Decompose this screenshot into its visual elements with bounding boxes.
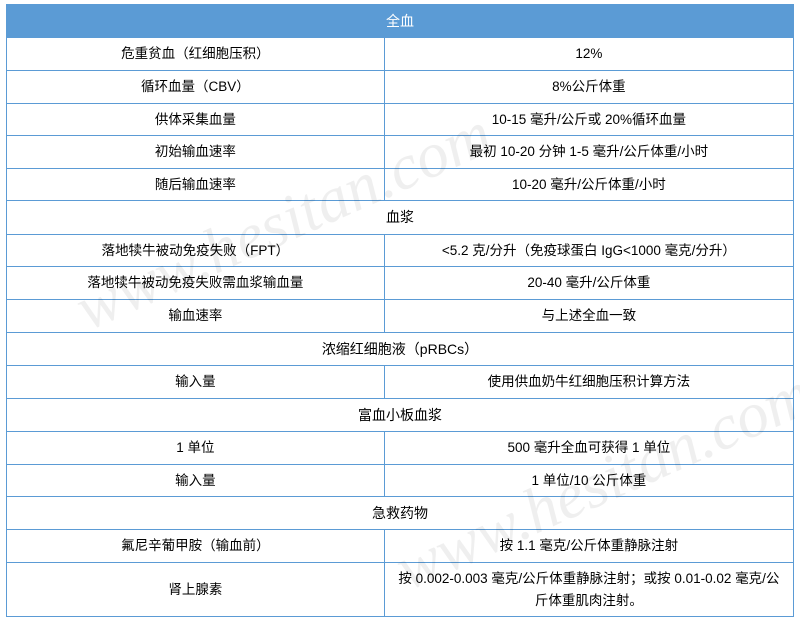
row-value: 12% bbox=[384, 38, 793, 71]
transfusion-table: 全血 危重贫血（红细胞压积） 12% 循环血量（CBV） 8%公斤体重 供体采集… bbox=[6, 4, 794, 617]
row-value: 8%公斤体重 bbox=[384, 70, 793, 103]
row-label: 供体采集血量 bbox=[7, 103, 385, 136]
section-header-whole-blood: 全血 bbox=[7, 5, 794, 38]
row-label: 初始输血速率 bbox=[7, 136, 385, 169]
row-label: 危重贫血（红细胞压积） bbox=[7, 38, 385, 71]
row-value: 按 0.002-0.003 毫克/公斤体重静脉注射；或按 0.01-0.02 毫… bbox=[384, 563, 793, 617]
row-value: 1 单位/10 公斤体重 bbox=[384, 464, 793, 497]
row-value: 20-40 毫升/公斤体重 bbox=[384, 267, 793, 300]
row-value: 最初 10-20 分钟 1-5 毫升/公斤体重/小时 bbox=[384, 136, 793, 169]
row-label: 落地犊牛被动免疫失败需血浆输血量 bbox=[7, 267, 385, 300]
row-value: 10-20 毫升/公斤体重/小时 bbox=[384, 168, 793, 201]
section-header-prbcs: 浓缩红细胞液（pRBCs） bbox=[7, 332, 794, 365]
section-header-plasma: 血浆 bbox=[7, 201, 794, 234]
row-label: 落地犊牛被动免疫失败（FPT） bbox=[7, 234, 385, 267]
row-value: 与上述全血一致 bbox=[384, 299, 793, 332]
row-label: 循环血量（CBV） bbox=[7, 70, 385, 103]
row-label: 随后输血速率 bbox=[7, 168, 385, 201]
section-header-emergency: 急救药物 bbox=[7, 497, 794, 530]
row-value: <5.2 克/分升（免疫球蛋白 IgG<1000 毫克/分升） bbox=[384, 234, 793, 267]
row-value: 按 1.1 毫克/公斤体重静脉注射 bbox=[384, 530, 793, 563]
row-value: 10-15 毫升/公斤或 20%循环血量 bbox=[384, 103, 793, 136]
row-label: 输入量 bbox=[7, 464, 385, 497]
section-header-prp: 富血小板血浆 bbox=[7, 398, 794, 431]
row-label: 1 单位 bbox=[7, 431, 385, 464]
row-label: 输入量 bbox=[7, 365, 385, 398]
row-value: 500 毫升全血可获得 1 单位 bbox=[384, 431, 793, 464]
row-label: 氟尼辛葡甲胺（输血前） bbox=[7, 530, 385, 563]
row-value: 使用供血奶牛红细胞压积计算方法 bbox=[384, 365, 793, 398]
row-label: 输血速率 bbox=[7, 299, 385, 332]
row-label: 肾上腺素 bbox=[7, 563, 385, 617]
